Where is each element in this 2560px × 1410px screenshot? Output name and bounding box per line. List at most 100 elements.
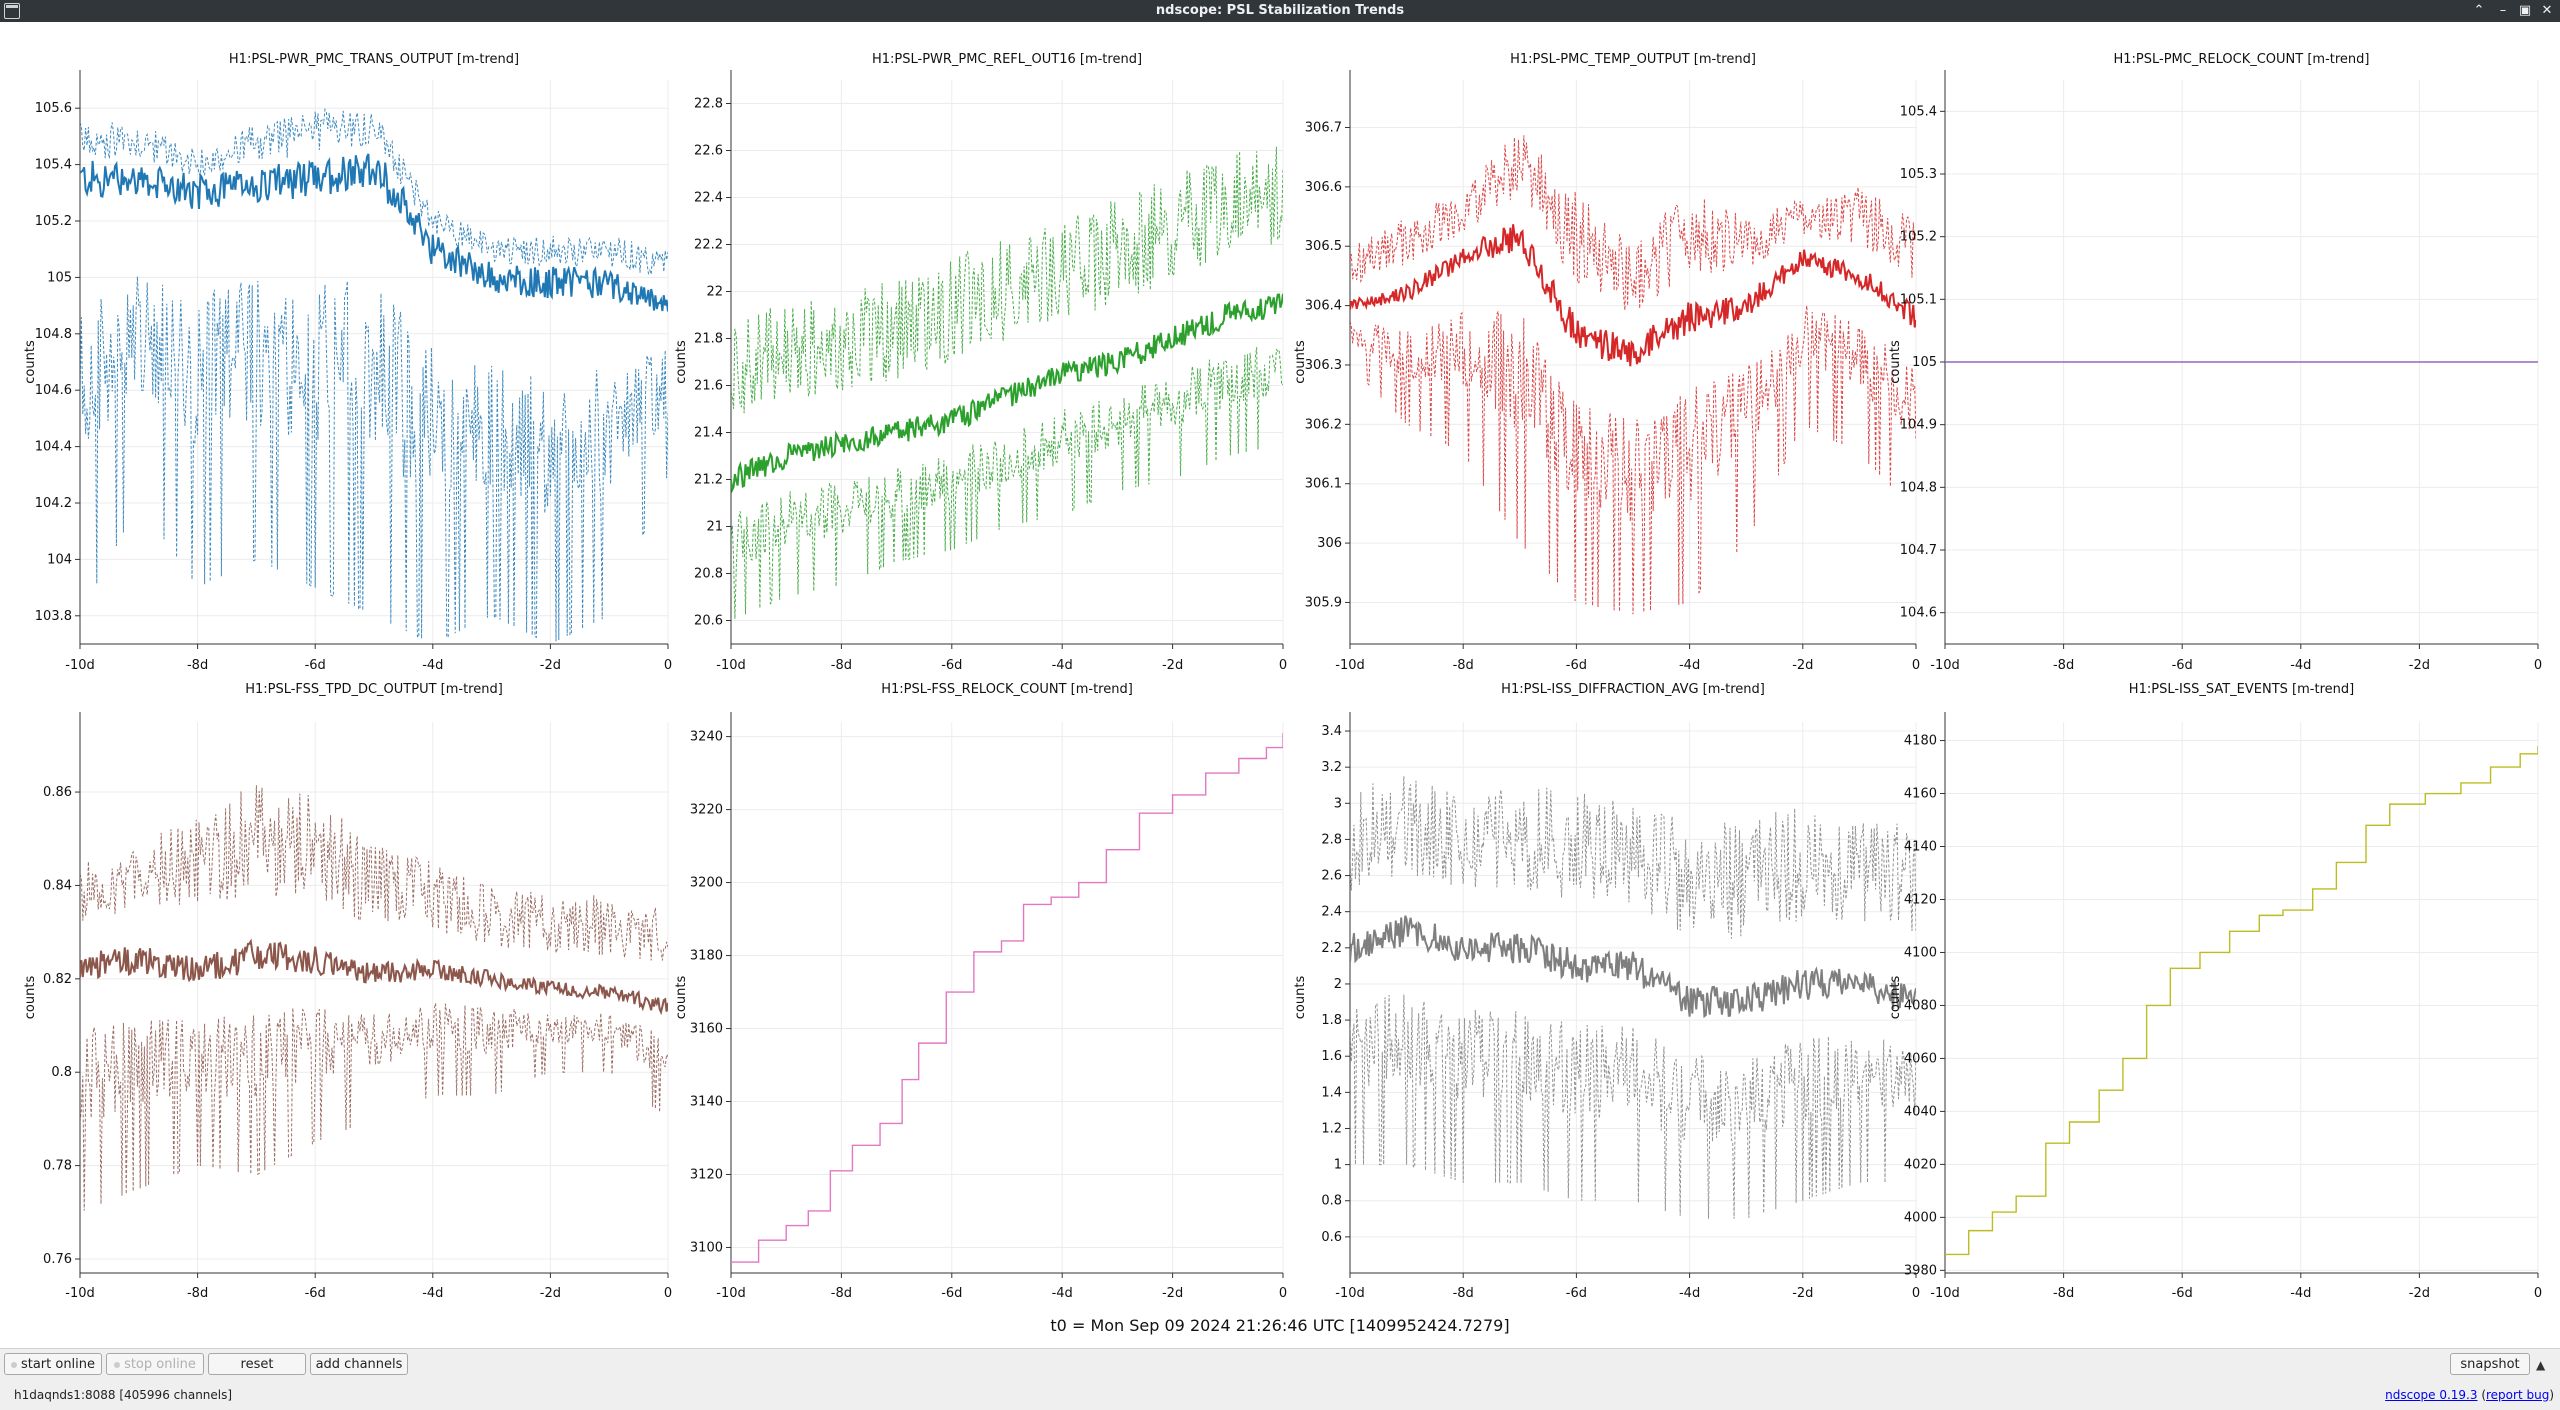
snapshot-label: snapshot [2460, 1357, 2520, 1372]
y-tick-label: 20.6 [694, 614, 723, 629]
x-tick-label: -10d [65, 1286, 95, 1301]
y-tick-label: 104.4 [35, 440, 72, 455]
series-min-line [1350, 305, 1916, 615]
y-axis-label: counts [23, 976, 38, 1020]
y-axis-label: counts [1293, 340, 1308, 384]
minimize-icon[interactable]: – [2499, 3, 2507, 18]
y-tick-label: 3160 [690, 1022, 723, 1037]
snapshot-button[interactable]: snapshot [2450, 1353, 2530, 1375]
plot-title: H1:PSL-FSS_RELOCK_COUNT [m-trend] [881, 682, 1133, 697]
stop-online-label: stop online [124, 1357, 196, 1372]
series-min-line [80, 276, 668, 642]
series-group [731, 732, 1283, 1263]
plot-panel: H1:PSL-FSS_RELOCK_COUNT [m-trend] -10d -8d… [674, 682, 1287, 1301]
series-mean-line [80, 938, 668, 1016]
reset-button[interactable]: reset [208, 1353, 306, 1375]
series-group [80, 785, 668, 1211]
x-tick-label: -10d [1335, 658, 1365, 673]
x-tick-label: -4d [1679, 658, 1700, 673]
x-tick-label: -10d [716, 658, 746, 673]
x-tick-label: -6d [2172, 1286, 2193, 1301]
series-mean-line [1350, 224, 1916, 367]
plot-title: H1:PSL-PWR_PMC_REFL_OUT16 [m-trend] [872, 52, 1142, 67]
version-link[interactable]: ndscope 0.19.3 [2385, 1388, 2478, 1402]
window-titlebar: ndscope: PSL Stabilization Trends ⌃ – ▣ … [0, 0, 2560, 22]
y-tick-label: 21 [706, 520, 723, 535]
add-channels-button[interactable]: add channels [310, 1353, 408, 1375]
y-tick-label: 104.6 [35, 383, 72, 398]
x-tick-label: -4d [422, 1286, 443, 1301]
y-tick-label: 3200 [690, 876, 723, 891]
y-tick-label: 0.82 [43, 972, 72, 987]
series-group [80, 107, 668, 642]
keep-above-icon[interactable]: ⌃ [2473, 3, 2485, 18]
x-tick-label: -10d [1335, 1286, 1365, 1301]
x-tick-label: 0 [2534, 1286, 2542, 1301]
x-tick-label: -4d [2290, 658, 2311, 673]
x-tick-label: 0 [1279, 658, 1287, 673]
y-tick-label: 1.8 [1321, 1013, 1342, 1028]
y-tick-label: 1.6 [1321, 1049, 1342, 1064]
x-tick-label: -6d [305, 1286, 326, 1301]
y-tick-label: 104 [47, 552, 72, 567]
x-tick-label: -2d [540, 658, 561, 673]
x-tick-label: -8d [1453, 1286, 1474, 1301]
y-tick-label: 4100 [1904, 945, 1937, 960]
y-tick-label: 103.8 [35, 609, 72, 624]
y-tick-label: 105 [1912, 355, 1937, 370]
y-axis-label: counts [1888, 976, 1903, 1020]
maximize-icon[interactable]: ▣ [2518, 3, 2532, 18]
x-tick-label: -4d [2290, 1286, 2311, 1301]
y-tick-label: 105.1 [1900, 292, 1937, 307]
y-tick-label: 21.4 [694, 426, 723, 441]
y-tick-label: 22.8 [694, 97, 723, 112]
y-tick-label: 305.9 [1305, 595, 1342, 610]
y-tick-label: 306.4 [1305, 299, 1342, 314]
y-tick-label: 22.4 [694, 191, 723, 206]
plot-title: H1:PSL-PMC_RELOCK_COUNT [m-trend] [2114, 52, 2370, 67]
y-tick-label: 1.4 [1321, 1085, 1342, 1100]
plot-grid[interactable]: H1:PSL-PWR_PMC_TRANS_OUTPUT [m-trend] -10… [0, 22, 2560, 1322]
y-tick-label: 3 [1334, 796, 1342, 811]
close-icon[interactable]: ✕ [2541, 3, 2553, 18]
x-tick-label: 0 [664, 658, 672, 673]
expand-up-icon[interactable]: ▲ [2536, 1358, 2546, 1372]
x-tick-label: -6d [941, 658, 962, 673]
x-tick-label: -6d [941, 1286, 962, 1301]
y-tick-label: 3140 [690, 1094, 723, 1109]
series-min-line [80, 1003, 668, 1211]
report-bug-link[interactable]: report bug [2486, 1388, 2550, 1402]
y-tick-label: 306.6 [1305, 180, 1342, 195]
x-tick-label: -4d [1052, 1286, 1073, 1301]
y-tick-label: 3180 [690, 949, 723, 964]
app-icon [4, 3, 20, 19]
y-tick-label: 3.2 [1321, 760, 1342, 775]
y-tick-label: 4000 [1904, 1210, 1937, 1225]
y-tick-label: 22.2 [694, 238, 723, 253]
y-tick-label: 0.84 [43, 878, 72, 893]
x-tick-label: -8d [1453, 658, 1474, 673]
x-tick-label: -2d [1162, 658, 1183, 673]
series-max-line [80, 785, 668, 961]
y-tick-label: 0.8 [1321, 1194, 1342, 1209]
y-tick-label: 104.9 [1900, 418, 1937, 433]
y-tick-label: 4080 [1904, 998, 1937, 1013]
x-tick-label: -10d [716, 1286, 746, 1301]
start-online-button[interactable]: start online [4, 1353, 102, 1375]
start-online-icon [10, 1361, 17, 1368]
y-tick-label: 22.6 [694, 144, 723, 159]
stop-online-button[interactable]: stop online [106, 1353, 204, 1375]
x-tick-label: 0 [2534, 658, 2542, 673]
series-max-line [1350, 776, 1916, 939]
x-tick-label: -4d [1052, 658, 1073, 673]
y-tick-label: 105.2 [35, 214, 72, 229]
x-tick-label: -8d [187, 658, 208, 673]
y-tick-label: 2.4 [1321, 905, 1342, 920]
y-tick-label: 104.7 [1900, 543, 1937, 558]
y-tick-label: 4160 [1904, 787, 1937, 802]
x-tick-label: -10d [65, 658, 95, 673]
series-min-line [731, 347, 1283, 619]
x-tick-label: -8d [831, 658, 852, 673]
add-channels-label: add channels [315, 1357, 403, 1372]
y-tick-label: 20.8 [694, 567, 723, 582]
